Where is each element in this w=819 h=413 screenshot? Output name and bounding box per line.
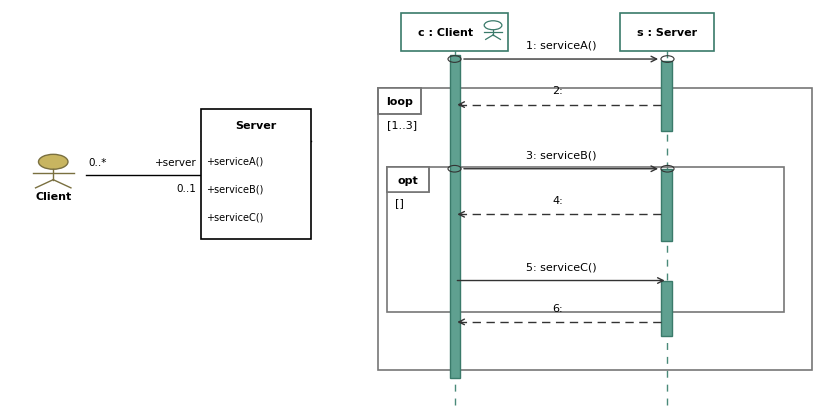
Bar xyxy=(387,167,428,192)
Text: s : Server: s : Server xyxy=(637,28,697,38)
Bar xyxy=(387,167,429,193)
Bar xyxy=(450,56,460,378)
Bar xyxy=(401,14,508,52)
Text: 2:: 2: xyxy=(552,86,563,96)
Bar xyxy=(378,89,421,114)
Text: +serviceC(): +serviceC() xyxy=(206,212,263,222)
Text: 1: serviceA(): 1: serviceA() xyxy=(526,41,596,51)
Bar xyxy=(661,62,672,132)
Text: 0..*: 0..* xyxy=(88,157,106,167)
Text: loop: loop xyxy=(387,97,413,107)
Circle shape xyxy=(38,155,68,170)
Bar xyxy=(661,169,672,242)
Text: 0..1: 0..1 xyxy=(177,184,197,194)
Bar xyxy=(387,167,784,312)
Text: Client: Client xyxy=(35,191,71,202)
Bar xyxy=(378,89,421,114)
Text: Server: Server xyxy=(235,121,277,131)
Text: +serviceB(): +serviceB() xyxy=(206,184,263,195)
Text: opt: opt xyxy=(397,175,419,185)
Text: c : Client: c : Client xyxy=(419,28,473,38)
Bar xyxy=(201,109,311,240)
Text: [1..3]: [1..3] xyxy=(387,119,417,129)
Text: 5: serviceC(): 5: serviceC() xyxy=(526,262,596,272)
Text: 3: serviceB(): 3: serviceB() xyxy=(526,150,596,160)
Bar xyxy=(379,89,420,114)
Bar xyxy=(387,167,429,193)
Text: +server: +server xyxy=(155,158,197,168)
Text: []: [] xyxy=(395,198,404,208)
Text: +serviceA(): +serviceA() xyxy=(206,157,263,166)
Bar xyxy=(661,281,672,337)
Text: 6:: 6: xyxy=(553,303,563,313)
Bar xyxy=(620,14,714,52)
Text: 4:: 4: xyxy=(552,196,563,206)
Bar xyxy=(378,89,812,370)
